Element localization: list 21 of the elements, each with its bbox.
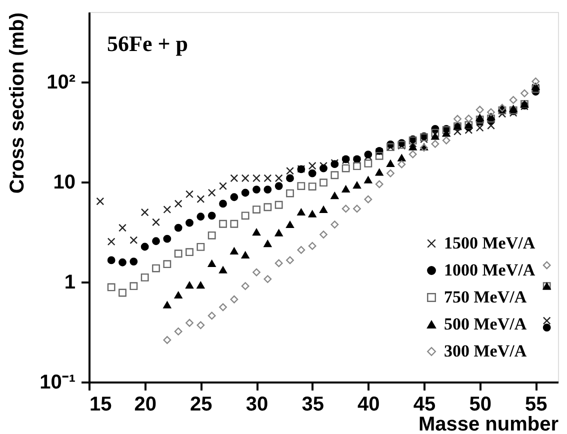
legend-label: 750 MeV/A (444, 288, 528, 306)
x-tick-label: 35 (302, 394, 324, 416)
y-tick-label: 10 (53, 171, 76, 194)
y-tick-label: 1 (64, 271, 76, 294)
legend-label: 1500 MeV/A (444, 234, 536, 252)
x-tick-label: 30 (246, 394, 268, 416)
legend-label: 500 MeV/A (444, 314, 528, 334)
x-tick-label: 55 (525, 394, 548, 416)
y-tick-label: 10⁻¹ (40, 372, 76, 394)
legend-label: 1000 MeV/A (444, 260, 536, 280)
x-tick-label: 40 (358, 394, 380, 416)
x-tick-label: 45 (413, 394, 436, 416)
legend-label: 300 MeV/A (444, 342, 528, 360)
x-axis-title: Masse number (418, 414, 559, 434)
x-tick-label: 20 (134, 394, 156, 416)
x-tick-label: 15 (90, 394, 112, 416)
x-tick-label: 25 (190, 394, 212, 416)
y-axis-title: Cross section (mb) (6, 12, 29, 194)
y-tick-label: 10² (46, 71, 76, 94)
x-tick-label: 50 (469, 394, 492, 416)
annotation: 56Fe + p (107, 31, 188, 56)
